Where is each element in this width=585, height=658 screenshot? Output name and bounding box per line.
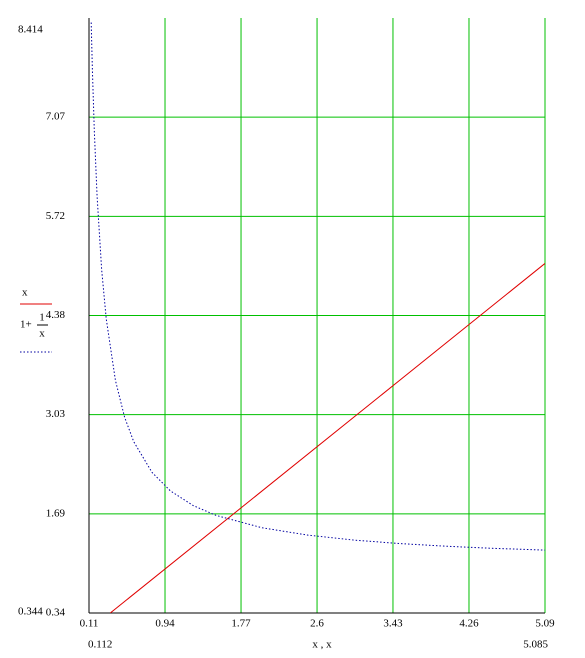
y-tick-label: 0.34 bbox=[46, 607, 66, 619]
series-line bbox=[109, 263, 545, 613]
x-tick-label: 2.6 bbox=[310, 618, 324, 630]
y-tick-label: 7.07 bbox=[46, 111, 66, 123]
y-tick-label: 3.03 bbox=[46, 408, 66, 420]
legend-label: 1+ bbox=[20, 319, 32, 331]
series-line bbox=[90, 22, 545, 551]
x-axis-label: x , x bbox=[312, 639, 332, 651]
x-tick-label: 0.11 bbox=[80, 618, 99, 630]
plot-area bbox=[90, 22, 545, 613]
x-max-label: 5.085 bbox=[523, 639, 548, 651]
x-tick-label: 4.26 bbox=[459, 618, 479, 630]
x-tick-label: 0.94 bbox=[155, 618, 175, 630]
y-max-label: 8.414 bbox=[18, 24, 43, 36]
y-min-label: 0.344 bbox=[18, 606, 43, 618]
legend-label: 1 bbox=[39, 312, 45, 324]
legend-label: x bbox=[39, 328, 45, 340]
x-tick-label: 3.43 bbox=[383, 618, 403, 630]
x-tick-label: 1.77 bbox=[231, 618, 251, 630]
y-tick-label: 4.38 bbox=[46, 309, 66, 321]
x-min-label: 0.112 bbox=[88, 639, 112, 651]
y-tick-label: 1.69 bbox=[46, 507, 66, 519]
y-tick-label: 5.72 bbox=[46, 210, 65, 222]
x-tick-label: 5.09 bbox=[535, 618, 555, 630]
legend-label: x bbox=[22, 287, 28, 299]
